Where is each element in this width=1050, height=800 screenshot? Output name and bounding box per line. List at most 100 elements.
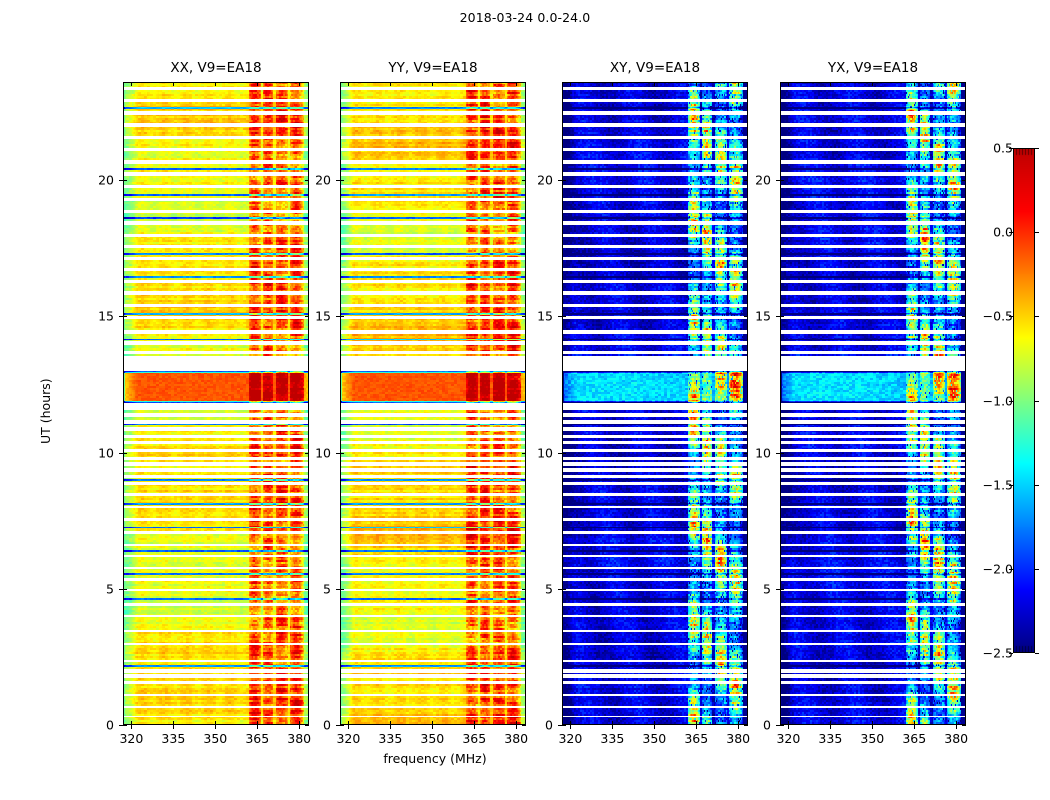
figure-suptitle: 2018-03-24 0.0-24.0	[459, 10, 591, 25]
panel-xx[interactable]: XX, V9=EA18 320 335 350 365 380 0 5 10 15 20	[98, 60, 311, 746]
y-tick-inner	[780, 180, 784, 182]
y-tick-inner	[780, 452, 784, 454]
y-tick-inner	[123, 588, 127, 590]
x-tick-label: 350	[420, 731, 445, 746]
x-tick-label: 365	[245, 731, 270, 746]
heatmap-yy	[340, 82, 526, 725]
x-tick-top	[788, 82, 790, 86]
y-tick-right-inner	[962, 452, 966, 454]
colorbar-tick-right	[1035, 653, 1039, 654]
x-tick-bottom-inner	[872, 721, 874, 725]
heatmap-xx	[123, 82, 309, 725]
panel-title-yy: YY, V9=EA18	[388, 60, 478, 76]
x-tick-top	[872, 82, 874, 86]
y-tick-label: 20	[315, 172, 331, 188]
y-tick	[119, 452, 123, 454]
colorbar-gradient	[1013, 148, 1035, 653]
y-tick-right-inner	[962, 588, 966, 590]
y-tick-label: 5	[106, 581, 114, 597]
x-tick-bottom-inner	[570, 721, 572, 725]
x-tick-top	[516, 82, 518, 86]
heatmap-xy	[562, 82, 748, 725]
y-tick-label: 15	[537, 308, 553, 324]
x-tick	[696, 725, 698, 729]
y-tick	[119, 316, 123, 318]
x-tick-bottom-inner	[788, 721, 790, 725]
x-tick-top	[738, 82, 740, 86]
y-tick-right-inner	[305, 725, 309, 726]
y-tick-right-inner	[962, 180, 966, 182]
x-tick	[390, 725, 392, 729]
panel-title-xy: XY, V9=EA18	[609, 60, 701, 76]
colorbar-tick-right	[1035, 400, 1039, 402]
y-tick	[119, 588, 123, 590]
x-tick	[215, 725, 217, 729]
x-tick-bottom-inner	[914, 721, 916, 725]
y-tick-label: 10	[537, 445, 553, 461]
y-tick-right-inner	[522, 725, 526, 726]
y-tick-inner	[562, 725, 566, 726]
y-tick	[558, 588, 562, 590]
x-tick-top	[390, 82, 392, 86]
x-tick-label: 320	[558, 731, 583, 746]
y-tick	[336, 452, 340, 454]
y-tick-inner	[780, 725, 784, 726]
y-tick-label: 0	[323, 717, 331, 733]
x-tick-bottom-inner	[612, 721, 614, 725]
x-tick-label: 380	[287, 731, 312, 746]
x-tick-bottom-inner	[696, 721, 698, 725]
x-tick-bottom-inner	[474, 721, 476, 725]
y-tick-right-inner	[522, 316, 526, 318]
x-tick	[872, 725, 874, 729]
x-tick-top	[654, 82, 656, 86]
y-tick-right-inner	[522, 180, 526, 182]
x-tick-label: 320	[776, 731, 801, 746]
x-tick-label: 365	[902, 731, 927, 746]
y-tick-inner	[780, 588, 784, 590]
colorbar-tick-label: 0.5	[993, 140, 1013, 156]
y-tick-inner	[340, 588, 344, 590]
y-tick-label: 15	[98, 308, 114, 324]
panel-yx[interactable]: YX, V9=EA18 320 335 350 365 380 0 5 10 15 20	[755, 60, 968, 746]
x-tick-bottom-inner	[432, 721, 434, 725]
y-tick-label: 10	[755, 445, 771, 461]
colorbar[interactable]	[1013, 148, 1035, 653]
colorbar-tick-label: 0.0	[993, 224, 1013, 240]
x-tick-top	[215, 82, 217, 86]
x-tick-label: 380	[944, 731, 969, 746]
x-tick-label: 335	[378, 731, 403, 746]
y-tick	[776, 725, 780, 726]
colorbar-tick	[1009, 232, 1013, 234]
y-tick-right-inner	[744, 316, 748, 318]
panel-yy[interactable]: YY, V9=EA18 320 335 350 365 380 0 5 10 15 20	[315, 60, 528, 746]
x-tick	[131, 725, 133, 729]
y-tick-inner	[123, 316, 127, 318]
x-tick-top	[612, 82, 614, 86]
colorbar-tick-label: −2.5	[982, 645, 1013, 661]
x-tick-top	[570, 82, 572, 86]
colorbar-tick	[1009, 653, 1013, 654]
y-tick-label: 5	[763, 581, 771, 597]
colorbar-tick-right	[1035, 232, 1039, 234]
x-tick-label: 320	[336, 731, 361, 746]
y-tick-label: 20	[537, 172, 553, 188]
x-tick-label: 335	[600, 731, 625, 746]
y-tick	[336, 316, 340, 318]
y-tick	[336, 725, 340, 726]
x-tick-bottom-inner	[830, 721, 832, 725]
x-tick	[570, 725, 572, 729]
x-tick	[788, 725, 790, 729]
x-tick	[173, 725, 175, 729]
x-tick-bottom-inner	[131, 721, 133, 725]
y-tick-right-inner	[744, 180, 748, 182]
y-tick	[776, 180, 780, 182]
y-tick-label: 0	[106, 717, 114, 733]
y-tick	[776, 588, 780, 590]
y-tick	[776, 452, 780, 454]
panel-xy[interactable]: XY, V9=EA18 320 335 350 365 380 0 5 10 15 20	[537, 60, 750, 746]
x-tick-bottom-inner	[390, 721, 392, 725]
x-tick-bottom-inner	[215, 721, 217, 725]
x-tick	[956, 725, 958, 729]
colorbar-tick-label: −1.0	[982, 393, 1013, 408]
x-tick	[612, 725, 614, 729]
